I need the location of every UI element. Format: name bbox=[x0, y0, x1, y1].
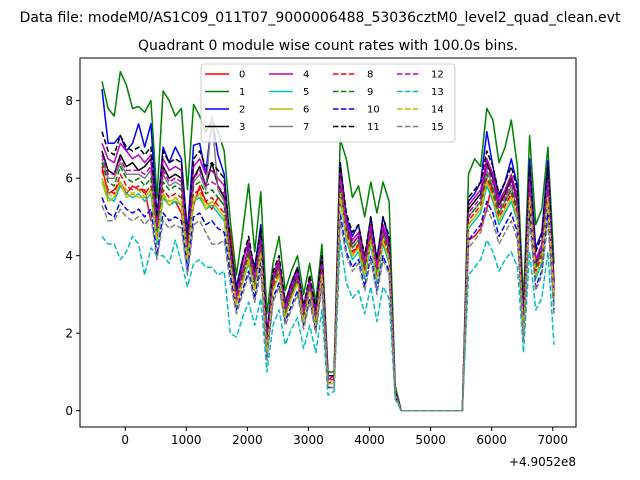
legend-label-5: 5 bbox=[303, 87, 309, 98]
legend-label-11: 11 bbox=[367, 122, 380, 133]
x-tick-label: 3000 bbox=[293, 433, 324, 447]
x-offset-label: +4.9052e8 bbox=[509, 455, 576, 469]
series-line-12 bbox=[101, 154, 555, 412]
x-tick-label: 0 bbox=[121, 433, 129, 447]
legend-label-6: 6 bbox=[303, 105, 309, 116]
legend-label-2: 2 bbox=[239, 105, 245, 116]
legend-label-7: 7 bbox=[303, 122, 309, 133]
x-tick-label: 2000 bbox=[232, 433, 263, 447]
plot-area: 0 1000 2000 3000 4000 5000 6000 700002468012345… bbox=[65, 57, 577, 447]
series-line-10 bbox=[101, 197, 555, 412]
legend-label-1: 1 bbox=[239, 87, 245, 98]
x-tick-label: 4000 bbox=[354, 433, 385, 447]
x-tick-label: 7000 bbox=[538, 433, 569, 447]
legend-label-0: 0 bbox=[239, 70, 245, 81]
series-line-13 bbox=[101, 235, 555, 412]
y-tick-label: 4 bbox=[65, 249, 73, 263]
suptitle: Data file: modeM0/AS1C09_011T07_90000064… bbox=[20, 10, 621, 26]
y-tick-label: 2 bbox=[65, 327, 73, 341]
x-tick-label: 5000 bbox=[415, 433, 446, 447]
series-line-15 bbox=[101, 205, 555, 412]
legend-label-14: 14 bbox=[431, 105, 444, 116]
x-tick-label: 6000 bbox=[476, 433, 507, 447]
legend-box bbox=[200, 63, 456, 143]
chart-title: Quadrant 0 module wise count rates with … bbox=[138, 38, 518, 54]
legend-label-12: 12 bbox=[431, 70, 444, 81]
legend-label-8: 8 bbox=[367, 70, 373, 81]
y-tick-label: 0 bbox=[65, 404, 73, 418]
legend-label-4: 4 bbox=[303, 70, 309, 81]
legend-label-3: 3 bbox=[239, 122, 245, 133]
x-tick-label: 1000 bbox=[171, 433, 202, 447]
legend-label-15: 15 bbox=[431, 122, 444, 133]
legend-label-13: 13 bbox=[431, 87, 444, 98]
plot-frame bbox=[79, 57, 577, 428]
y-tick-label: 6 bbox=[65, 172, 73, 186]
y-tick-label: 8 bbox=[65, 94, 73, 108]
legend-label-9: 9 bbox=[367, 87, 373, 98]
legend-label-10: 10 bbox=[367, 105, 380, 116]
